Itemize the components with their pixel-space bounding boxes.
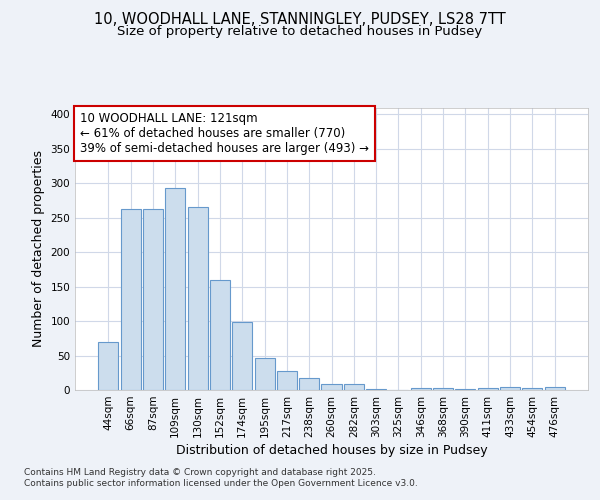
Bar [433, 388, 453, 390]
Bar [322, 384, 341, 390]
Bar [121, 209, 141, 390]
Bar [143, 209, 163, 390]
Bar [210, 280, 230, 390]
Bar [455, 388, 475, 390]
Text: 10, WOODHALL LANE, STANNINGLEY, PUDSEY, LS28 7TT: 10, WOODHALL LANE, STANNINGLEY, PUDSEY, … [94, 12, 506, 28]
Bar [366, 388, 386, 390]
Bar [411, 388, 431, 390]
Bar [522, 388, 542, 390]
Bar [232, 322, 252, 390]
Bar [500, 387, 520, 390]
Text: Size of property relative to detached houses in Pudsey: Size of property relative to detached ho… [118, 25, 482, 38]
Bar [98, 342, 118, 390]
X-axis label: Distribution of detached houses by size in Pudsey: Distribution of detached houses by size … [176, 444, 487, 457]
Bar [188, 208, 208, 390]
Bar [165, 188, 185, 390]
Bar [478, 388, 498, 390]
Bar [299, 378, 319, 390]
Bar [344, 384, 364, 390]
Bar [277, 372, 297, 390]
Bar [545, 387, 565, 390]
Text: 10 WOODHALL LANE: 121sqm
← 61% of detached houses are smaller (770)
39% of semi-: 10 WOODHALL LANE: 121sqm ← 61% of detach… [80, 112, 369, 154]
Bar [254, 358, 275, 390]
Text: Contains HM Land Registry data © Crown copyright and database right 2025.
Contai: Contains HM Land Registry data © Crown c… [24, 468, 418, 487]
Y-axis label: Number of detached properties: Number of detached properties [32, 150, 45, 348]
